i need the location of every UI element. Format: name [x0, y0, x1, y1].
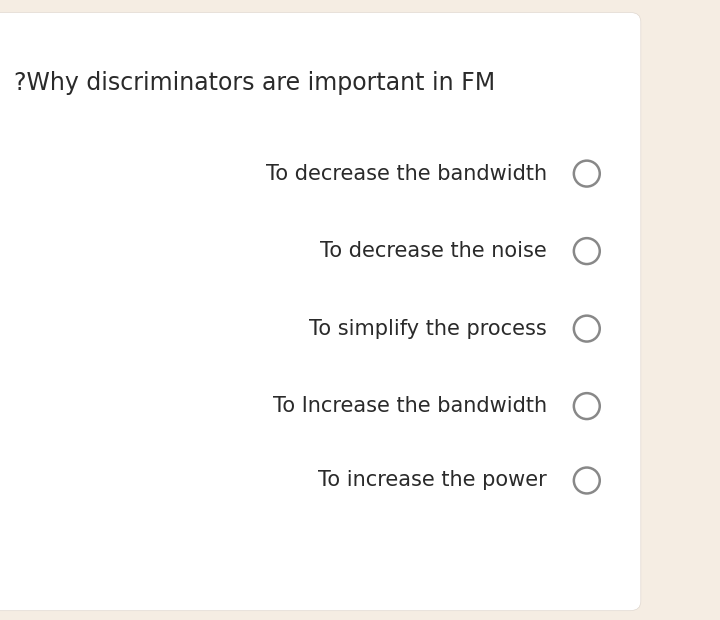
- Text: To simplify the process: To simplify the process: [310, 319, 547, 339]
- Text: ?Why discriminators are important in FM: ?Why discriminators are important in FM: [14, 71, 495, 95]
- Text: To decrease the noise: To decrease the noise: [320, 241, 547, 261]
- Text: To decrease the bandwidth: To decrease the bandwidth: [266, 164, 547, 184]
- Text: To increase the power: To increase the power: [318, 471, 547, 490]
- Text: To Increase the bandwidth: To Increase the bandwidth: [273, 396, 547, 416]
- FancyBboxPatch shape: [0, 12, 641, 611]
